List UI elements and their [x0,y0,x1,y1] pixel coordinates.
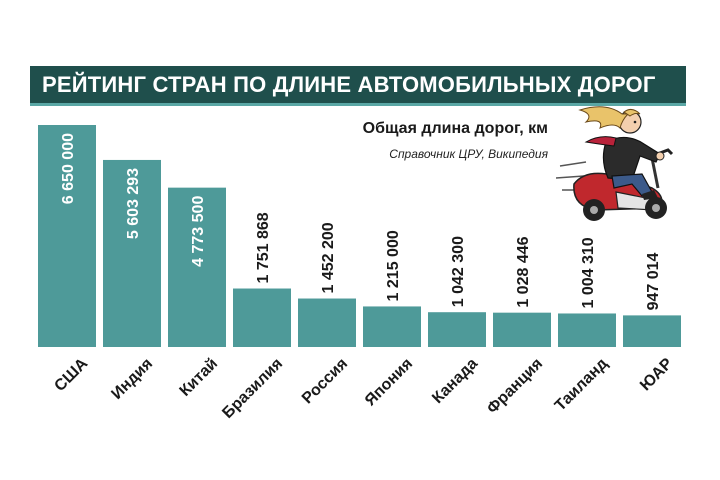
value-label: 5 603 293 [125,168,142,239]
bar [38,125,96,347]
category-label: ЮАР [637,355,676,394]
value-label: 1 028 446 [515,236,532,307]
category-label: Канада [429,355,481,407]
title-band: РЕЙТИНГ СТРАН ПО ДЛИНЕ АВТОМОБИЛЬНЫХ ДОР… [30,66,686,106]
category-label: Индия [108,355,156,403]
bar [493,312,551,347]
bars-layer [38,125,681,347]
value-label: 1 004 310 [580,237,597,308]
source-note: Справочник ЦРУ, Википедия [389,147,548,161]
bar [233,288,291,347]
category-label: Япония [362,355,416,409]
value-label: 1 215 000 [385,230,402,301]
value-labels-layer: 6 650 000 5 603 293 4 773 500 1 751 868 1 45… [60,133,662,310]
bar [298,298,356,347]
value-label: 1 751 868 [255,212,272,283]
value-label: 4 773 500 [190,196,207,267]
category-label: Франция [484,355,546,417]
category-label: Китай [177,355,222,400]
bar [623,315,681,347]
category-label: Бразилия [219,355,286,422]
bar [168,187,226,347]
category-label: Таиланд [552,355,611,414]
category-label: США [51,355,91,395]
bar [428,312,486,347]
bar [103,159,161,347]
chart-subtitle: Общая длина дорог, км [362,120,548,137]
value-label: 6 650 000 [60,133,77,204]
value-label: 1 042 300 [450,236,467,307]
chart-title: РЕЙТИНГ СТРАН ПО ДЛИНЕ АВТОМОБИЛЬНЫХ ДОР… [42,72,656,97]
value-label: 1 452 200 [320,222,337,293]
category-label: Россия [299,355,351,407]
value-label: 947 014 [645,252,662,310]
motorbike-rider-illustration [556,106,674,221]
bar [558,313,616,347]
bar [363,306,421,347]
